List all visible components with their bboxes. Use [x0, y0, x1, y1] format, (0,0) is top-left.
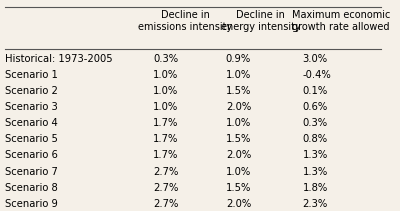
Text: 2.3%: 2.3%: [302, 199, 328, 209]
Text: Maximum economic
growth rate allowed: Maximum economic growth rate allowed: [292, 10, 390, 32]
Text: Scenario 3: Scenario 3: [5, 102, 58, 112]
Text: 1.3%: 1.3%: [302, 150, 328, 160]
Text: Scenario 4: Scenario 4: [5, 118, 58, 128]
Text: Scenario 6: Scenario 6: [5, 150, 58, 160]
Text: Scenario 2: Scenario 2: [5, 86, 58, 96]
Text: 1.8%: 1.8%: [302, 183, 328, 193]
Text: 0.3%: 0.3%: [302, 118, 328, 128]
Text: 1.0%: 1.0%: [226, 118, 251, 128]
Text: 2.7%: 2.7%: [153, 183, 178, 193]
Text: -0.4%: -0.4%: [302, 70, 331, 80]
Text: 1.7%: 1.7%: [153, 134, 178, 144]
Text: 1.0%: 1.0%: [153, 70, 178, 80]
Text: Scenario 8: Scenario 8: [5, 183, 58, 193]
Text: 1.0%: 1.0%: [153, 86, 178, 96]
Text: 1.0%: 1.0%: [226, 70, 251, 80]
Text: 2.7%: 2.7%: [153, 166, 178, 177]
Text: 1.0%: 1.0%: [153, 102, 178, 112]
Text: 1.0%: 1.0%: [226, 166, 251, 177]
Text: 2.7%: 2.7%: [153, 199, 178, 209]
Text: 1.5%: 1.5%: [226, 183, 251, 193]
Text: Scenario 1: Scenario 1: [5, 70, 58, 80]
Text: 1.7%: 1.7%: [153, 118, 178, 128]
Text: 2.0%: 2.0%: [226, 199, 251, 209]
Text: 1.7%: 1.7%: [153, 150, 178, 160]
Text: 0.8%: 0.8%: [302, 134, 328, 144]
Text: 0.1%: 0.1%: [302, 86, 328, 96]
Text: 1.3%: 1.3%: [302, 166, 328, 177]
Text: 1.5%: 1.5%: [226, 134, 251, 144]
Text: 2.0%: 2.0%: [226, 150, 251, 160]
Text: Decline in
emissions intensity: Decline in emissions intensity: [138, 10, 233, 32]
Text: 1.5%: 1.5%: [226, 86, 251, 96]
Text: Decline in
energy intensity: Decline in energy intensity: [220, 10, 300, 32]
Text: Historical: 1973-2005: Historical: 1973-2005: [5, 54, 113, 64]
Text: 3.0%: 3.0%: [302, 54, 328, 64]
Text: 2.0%: 2.0%: [226, 102, 251, 112]
Text: Scenario 7: Scenario 7: [5, 166, 58, 177]
Text: 0.6%: 0.6%: [302, 102, 328, 112]
Text: 0.9%: 0.9%: [226, 54, 251, 64]
Text: 0.3%: 0.3%: [153, 54, 178, 64]
Text: Scenario 9: Scenario 9: [5, 199, 58, 209]
Text: Scenario 5: Scenario 5: [5, 134, 58, 144]
